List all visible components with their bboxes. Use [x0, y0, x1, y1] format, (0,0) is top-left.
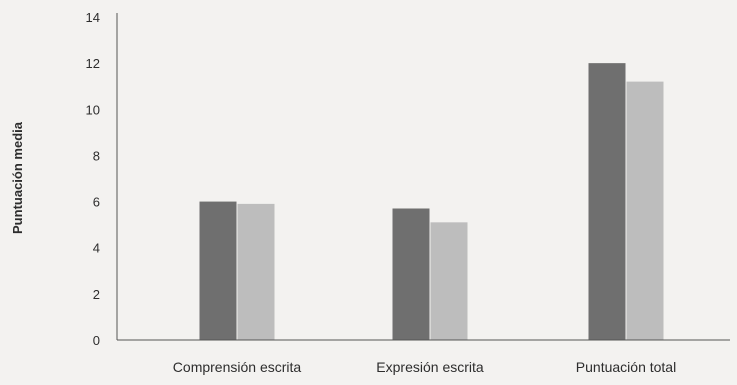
bar-series-2-category-3: [626, 81, 664, 340]
x-category-label: Expresión escrita: [376, 359, 484, 375]
y-tick-label: 6: [93, 195, 100, 210]
bar-series-1-category-1: [199, 201, 237, 340]
bar-series-2-category-1: [237, 203, 275, 340]
bar-series-2-category-2: [430, 222, 468, 340]
bars: [199, 63, 664, 341]
y-tick-label: 8: [93, 148, 100, 163]
x-category-label: Puntuación total: [576, 359, 676, 375]
y-tick-label: 0: [93, 333, 100, 348]
y-tick-label: 2: [93, 287, 100, 302]
bar-series-1-category-3: [588, 63, 626, 341]
y-tick-label: 10: [86, 102, 100, 117]
y-tick-label: 14: [86, 10, 100, 25]
x-category-label: Comprensión escrita: [173, 359, 302, 375]
x-axis: Comprensión escrita Expresión escrita Punt…: [117, 339, 730, 375]
bar-series-1-category-2: [392, 208, 430, 340]
y-tick-label: 4: [93, 241, 100, 256]
y-axis-title: Puntuación media: [10, 121, 25, 234]
y-axis: 0 2 4 6 8 10 12 14: [86, 10, 118, 348]
y-tick-label: 12: [86, 56, 100, 71]
